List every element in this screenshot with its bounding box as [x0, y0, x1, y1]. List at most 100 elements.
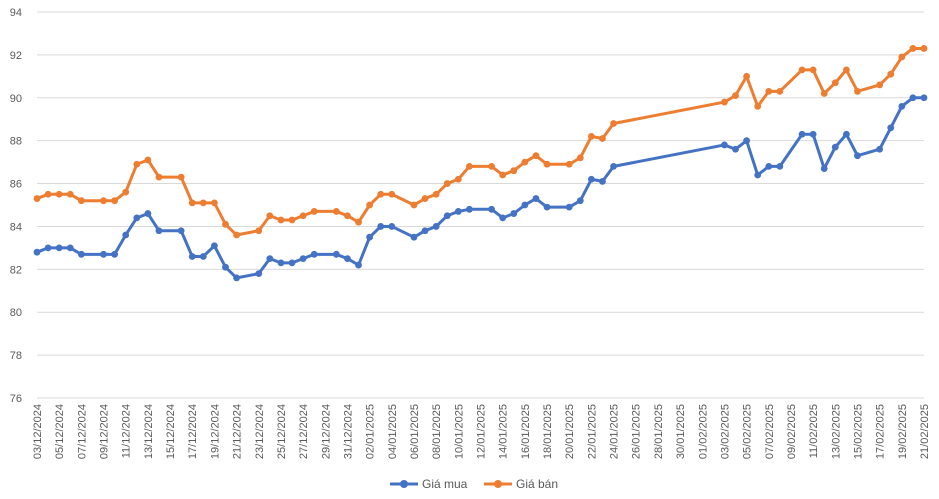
data-point — [332, 208, 340, 215]
data-point — [222, 220, 229, 228]
data-point — [355, 261, 362, 269]
data-point — [754, 171, 762, 179]
data-point — [421, 227, 429, 235]
data-point — [188, 253, 196, 260]
y-tick-label: 78 — [10, 350, 22, 362]
data-point — [754, 102, 762, 110]
data-point — [820, 165, 828, 172]
data-point — [33, 195, 41, 202]
x-tick-label: 28/01/2025 — [653, 404, 665, 459]
data-point — [466, 163, 473, 170]
data-point — [355, 218, 362, 226]
x-tick-label: 17/12/2024 — [187, 404, 199, 459]
legend-label: Giá mua — [422, 477, 468, 491]
data-point — [898, 102, 906, 110]
data-point — [854, 87, 861, 95]
x-tick-label: 07/12/2024 — [76, 404, 88, 459]
series-line — [35, 96, 926, 280]
data-point — [366, 201, 374, 209]
data-point — [454, 208, 462, 215]
x-tick-label: 26/01/2025 — [631, 404, 643, 459]
legend: Giá mua Giá bán — [390, 477, 558, 491]
x-tick-label: 13/02/2025 — [830, 404, 842, 459]
data-point — [277, 216, 285, 224]
x-tick-label: 21/12/2024 — [232, 404, 244, 459]
data-point — [510, 210, 518, 217]
x-tick-label: 04/01/2025 — [387, 404, 399, 459]
data-point — [33, 248, 41, 256]
data-point — [211, 199, 218, 207]
x-tick-label: 06/01/2025 — [409, 404, 421, 459]
data-point — [344, 255, 351, 263]
series-line — [35, 46, 926, 237]
data-point — [222, 263, 229, 271]
x-tick-label: 09/12/2024 — [99, 404, 111, 459]
data-point — [599, 135, 606, 142]
data-point — [565, 203, 573, 211]
y-tick-label: 82 — [10, 264, 22, 276]
y-tick-label: 88 — [10, 136, 22, 148]
data-point — [543, 203, 551, 211]
data-point — [510, 167, 518, 175]
data-point — [443, 180, 451, 187]
data-point — [255, 227, 263, 235]
data-point — [798, 66, 806, 74]
legend-label: Giá bán — [516, 477, 558, 491]
x-tick-label: 10/01/2025 — [453, 404, 465, 459]
data-point — [266, 212, 274, 220]
data-point — [499, 214, 507, 222]
data-point — [543, 160, 551, 168]
x-tick-label: 03/12/2024 — [32, 404, 44, 459]
y-axis-tick-labels: 76 78 80 82 84 86 88 90 92 94 — [10, 7, 22, 405]
y-tick-label: 92 — [10, 50, 22, 62]
data-point — [587, 132, 595, 140]
x-tick-label: 19/02/2025 — [897, 404, 909, 459]
x-tick-label: 18/01/2025 — [542, 404, 554, 459]
x-tick-label: 09/02/2025 — [786, 404, 798, 459]
data-point — [377, 190, 385, 198]
data-point — [388, 223, 396, 230]
y-tick-label: 90 — [10, 93, 22, 105]
data-point — [410, 233, 418, 241]
data-point — [820, 90, 828, 97]
data-point — [66, 190, 74, 198]
data-point — [410, 201, 418, 209]
data-point — [133, 160, 141, 168]
series-1 — [33, 94, 928, 282]
x-tick-label: 05/02/2025 — [742, 404, 754, 459]
data-point — [155, 227, 163, 235]
data-point — [77, 197, 85, 205]
x-tick-label: 08/01/2025 — [431, 404, 443, 459]
data-point — [55, 244, 63, 252]
data-point — [798, 130, 806, 138]
legend-marker — [400, 480, 408, 488]
data-point — [122, 188, 130, 196]
x-tick-label: 31/12/2024 — [342, 404, 354, 459]
data-point — [122, 231, 130, 239]
gridlines — [37, 11, 924, 356]
data-point — [743, 137, 750, 145]
data-point — [266, 255, 274, 263]
data-point — [288, 216, 296, 224]
data-point — [288, 259, 296, 267]
data-point — [909, 45, 917, 52]
data-point — [466, 205, 473, 213]
y-tick-label: 76 — [10, 393, 22, 405]
data-point — [199, 199, 207, 207]
data-point — [721, 141, 728, 149]
x-tick-label: 15/12/2024 — [165, 404, 177, 459]
data-point — [488, 163, 495, 170]
data-point — [454, 175, 462, 183]
x-tick-label: 23/12/2024 — [254, 404, 266, 459]
data-point — [211, 242, 218, 250]
series-2 — [33, 45, 928, 239]
data-point — [521, 158, 529, 166]
x-tick-label: 05/12/2024 — [54, 404, 66, 459]
data-point — [488, 205, 495, 213]
x-tick-label: 16/01/2025 — [520, 404, 532, 459]
data-point — [233, 274, 240, 282]
x-tick-label: 19/12/2024 — [209, 404, 221, 459]
x-tick-label: 02/01/2025 — [365, 404, 377, 459]
data-point — [155, 173, 163, 181]
